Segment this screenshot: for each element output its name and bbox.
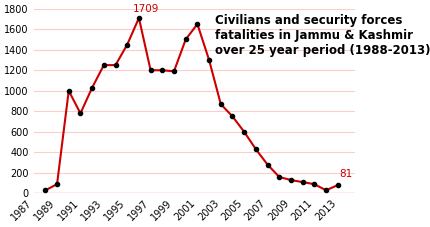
Text: 81: 81	[339, 169, 352, 179]
Text: 1709: 1709	[133, 4, 160, 14]
Text: Civilians and security forces
fatalities in Jammu & Kashmir
over 25 year period : Civilians and security forces fatalities…	[215, 14, 430, 57]
